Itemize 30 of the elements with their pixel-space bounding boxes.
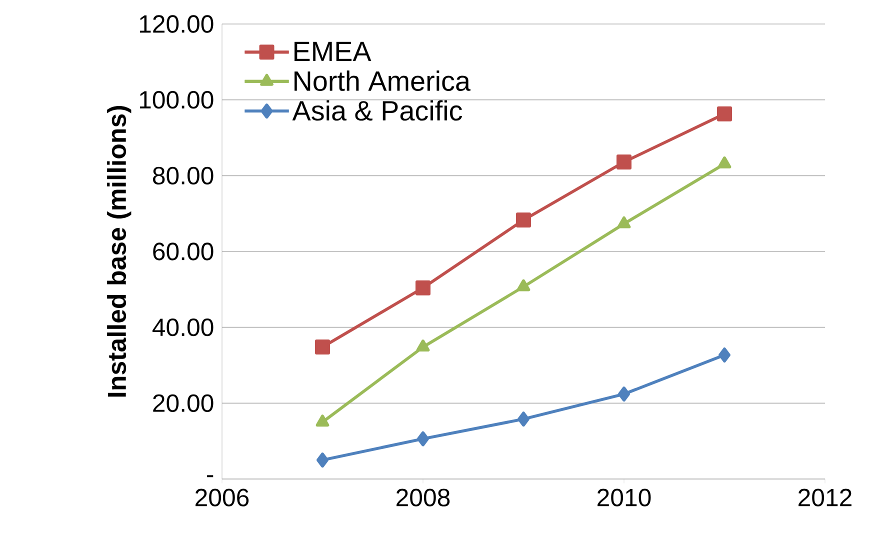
y-tick-label: 60.00 — [153, 242, 214, 260]
y-tick-label: 100.00 — [140, 91, 214, 109]
point — [518, 412, 530, 427]
point — [316, 452, 328, 468]
y-tick-label: 20.00 — [153, 394, 214, 412]
legend-label: North America — [294, 70, 470, 91]
x-tick-label: 2008 — [396, 488, 450, 506]
point — [316, 414, 330, 427]
point — [618, 386, 630, 402]
x-tick-label: 2010 — [598, 488, 651, 506]
point — [416, 340, 430, 352]
point — [718, 156, 732, 168]
y-tick-label: - — [207, 475, 214, 478]
point — [516, 279, 530, 292]
point — [617, 216, 631, 228]
point — [717, 106, 732, 122]
point — [616, 154, 632, 170]
y-tick-label: 80.00 — [152, 166, 214, 184]
point — [417, 431, 429, 446]
legend-label: EMEA — [294, 42, 372, 62]
y-tick-label: 120.00 — [140, 15, 214, 33]
point — [718, 348, 730, 363]
x-tick-label: 2012 — [798, 488, 852, 506]
y-tick-label: 40.00 — [152, 318, 214, 336]
y-axis-title: Installed base (millions) — [107, 106, 132, 397]
point — [516, 212, 531, 228]
point — [416, 280, 430, 296]
x-tick-label: 2006 — [196, 488, 249, 506]
legend-label: Asia & Pacific — [292, 100, 462, 121]
point — [315, 340, 330, 355]
